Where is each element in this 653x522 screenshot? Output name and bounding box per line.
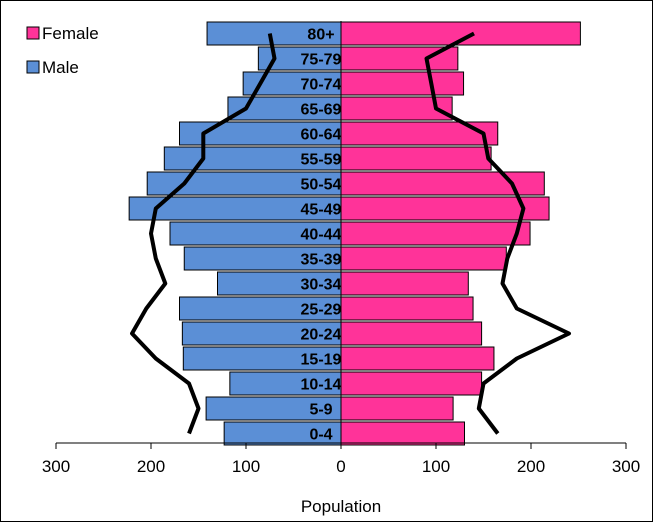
- bar-female: [340, 346, 495, 371]
- bar-female: [340, 121, 499, 146]
- bar-female: [340, 296, 474, 321]
- age-label: 65-69: [301, 102, 342, 119]
- age-group-labels: 80+ 75-79 70-74 65-69 60-64 55-59 50-54 45-49 40…: [301, 27, 342, 444]
- age-label: 5-9: [309, 402, 332, 419]
- overlay-line-female: [424, 31, 571, 435]
- legend-label-male: Male: [42, 58, 79, 77]
- bar-female: [340, 71, 465, 96]
- bar-female: [340, 321, 483, 346]
- age-label: 15-19: [301, 352, 342, 369]
- bar-female: [340, 371, 483, 396]
- overlay-lines: [130, 31, 571, 435]
- legend: Female Male: [26, 24, 99, 77]
- x-tick-label: 200: [517, 457, 545, 476]
- male-bars: [128, 21, 342, 446]
- bar-female: [340, 271, 469, 296]
- x-tick-label: 100: [232, 457, 260, 476]
- age-label: 40-44: [301, 227, 342, 244]
- legend-label-female: Female: [42, 24, 99, 43]
- bar-female: [340, 246, 507, 271]
- age-label: 10-14: [301, 377, 342, 394]
- bar-female: [340, 421, 465, 446]
- age-label: 30-34: [301, 277, 342, 294]
- age-label: 70-74: [301, 77, 342, 94]
- overlay-line-male: [130, 33, 277, 435]
- bar-female: [340, 396, 454, 421]
- age-label: 45-49: [301, 202, 342, 219]
- legend-swatch-female: [26, 26, 40, 40]
- x-tick-label: 100: [422, 457, 450, 476]
- bar-female: [340, 221, 531, 246]
- x-axis-title: Population: [301, 497, 381, 516]
- bar-female: [340, 146, 492, 171]
- x-tick-label: 300: [612, 457, 640, 476]
- x-axis: 300 200 100 0 100 200 300: [42, 21, 640, 476]
- age-label: 75-79: [301, 52, 342, 69]
- age-label: 0-4: [309, 427, 332, 444]
- age-label: 20-24: [301, 327, 342, 344]
- x-tick-label: 0: [336, 457, 345, 476]
- age-label: 50-54: [301, 177, 342, 194]
- age-label: 35-39: [301, 252, 342, 269]
- age-label: 25-29: [301, 302, 342, 319]
- age-label: 55-59: [301, 152, 342, 169]
- female-bars: [340, 21, 581, 446]
- x-tick-label: 200: [137, 457, 165, 476]
- legend-swatch-male: [26, 60, 40, 74]
- x-tick-label: 300: [42, 457, 70, 476]
- age-label: 60-64: [301, 127, 342, 144]
- age-label: 80+: [307, 27, 334, 44]
